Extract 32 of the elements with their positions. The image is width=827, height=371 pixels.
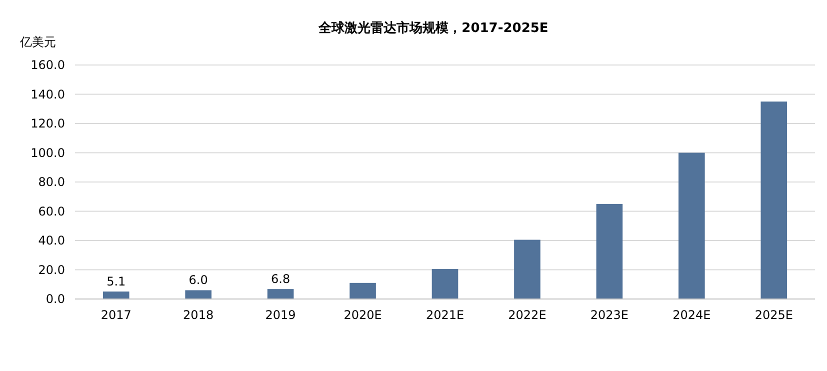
x-tick-label: 2025E [754, 308, 793, 322]
x-tick-label: 2019 [265, 308, 296, 322]
x-tick-label: 2022E [508, 308, 546, 322]
x-tick-label: 2023E [590, 308, 629, 322]
y-tick-label: 80.0 [38, 175, 65, 189]
y-tick-label: 60.0 [38, 204, 65, 218]
x-tick-label: 2018 [183, 308, 214, 322]
data-label: 6.0 [188, 273, 208, 288]
x-tick-label: 2021E [426, 308, 464, 322]
y-tick-label: 140.0 [30, 87, 65, 102]
bar [596, 204, 623, 299]
y-tick-label: 40.0 [38, 234, 65, 248]
bar [432, 269, 458, 299]
chart-title: 全球激光雷达市场规模，2017-2025E [318, 20, 548, 36]
bar [267, 289, 294, 299]
bar [185, 290, 212, 299]
y-tick-label: 20.0 [38, 262, 65, 277]
y-tick-label: 0.0 [46, 292, 65, 306]
data-label: 6.8 [271, 272, 290, 286]
bar [760, 102, 788, 299]
x-tick-label: 2020E [344, 308, 382, 322]
y-axis-title: 亿美元 [19, 35, 56, 49]
x-tick-label: 2024E [672, 308, 711, 322]
data-label: 5.1 [106, 274, 126, 289]
bar [350, 282, 376, 299]
bar [678, 152, 705, 299]
y-tick-label: 100.0 [30, 146, 65, 160]
x-tick-label: 2017 [100, 308, 132, 322]
y-tick-label: 160.0 [30, 58, 65, 72]
bar [514, 240, 540, 299]
y-tick-label: 120.0 [30, 116, 65, 130]
bar [102, 292, 130, 299]
